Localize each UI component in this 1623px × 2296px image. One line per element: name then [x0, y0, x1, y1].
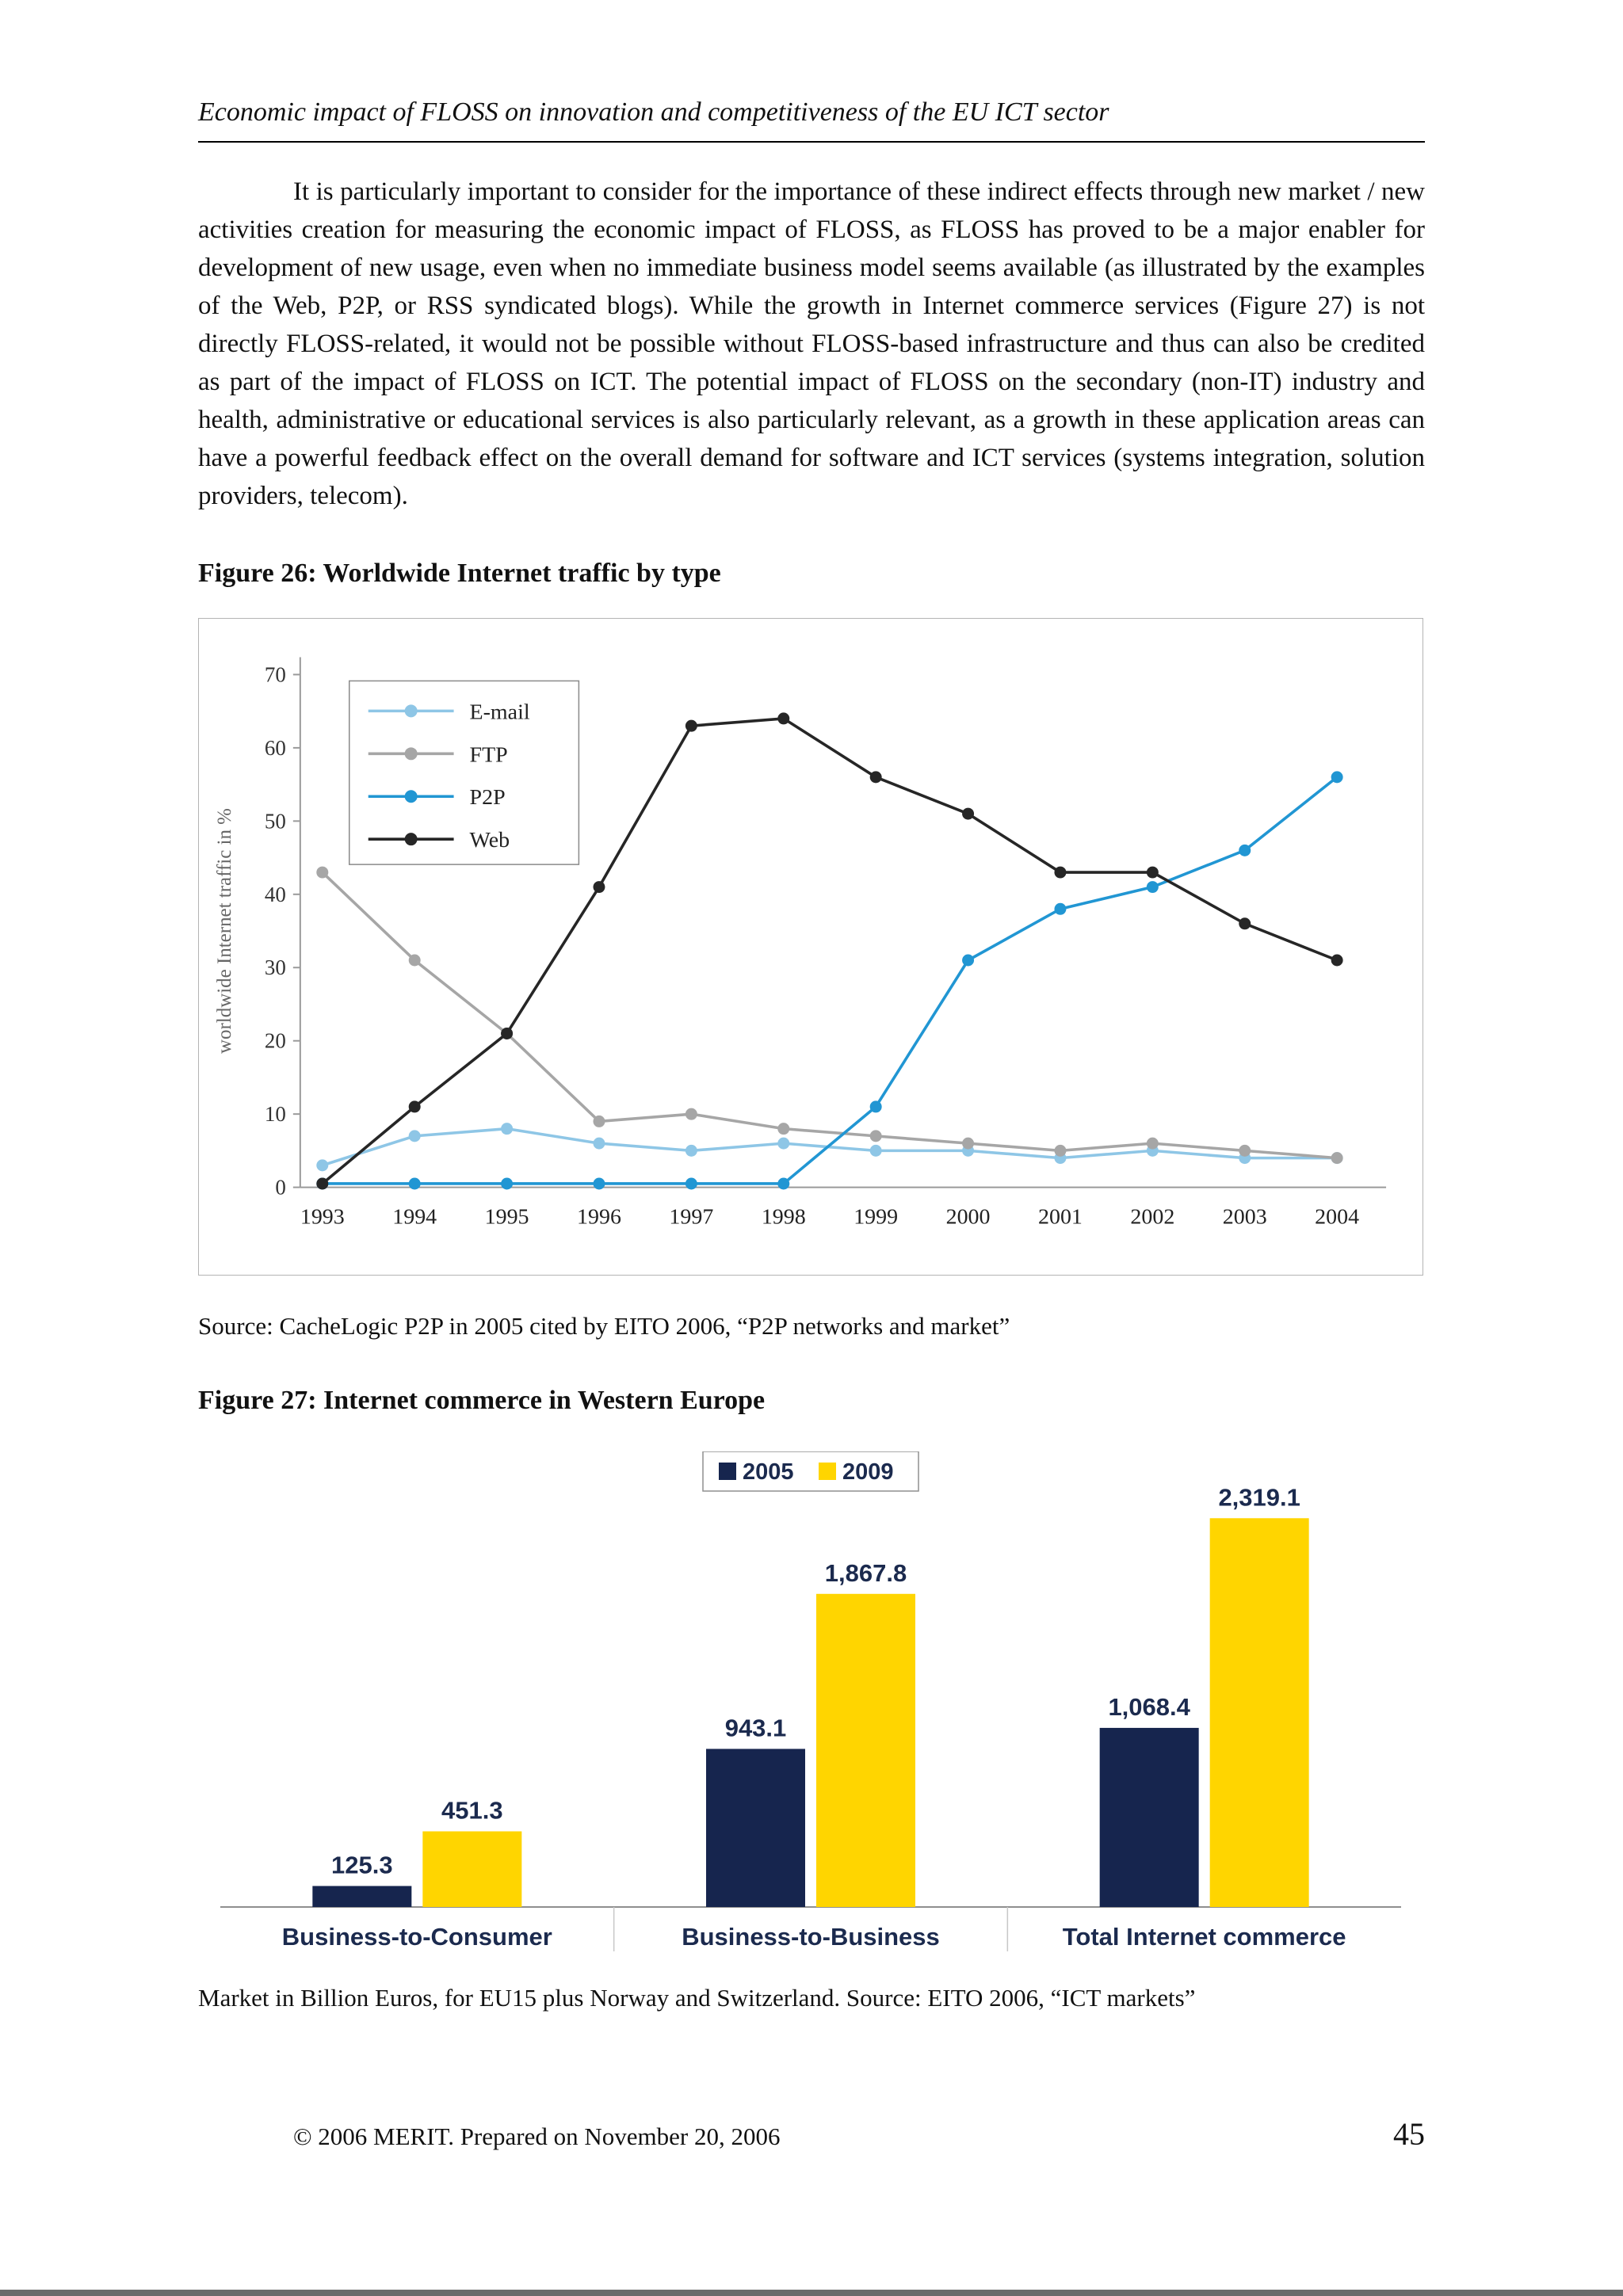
- svg-text:40: 40: [265, 883, 286, 906]
- svg-text:1,867.8: 1,867.8: [825, 1559, 907, 1587]
- svg-text:125.3: 125.3: [331, 1851, 393, 1878]
- svg-text:worldwide Internet traffic in: worldwide Internet traffic in %: [214, 808, 235, 1054]
- figure26-line-chart: 0 10 20 30 40 50 60 70 1993 1994 1995 1996 1997 1998 1…: [198, 618, 1423, 1276]
- svg-text:Business-to-Business: Business-to-Business: [682, 1923, 940, 1951]
- svg-text:2009: 2009: [842, 1459, 894, 1485]
- body-paragraph: It is particularly important to consider…: [198, 177, 1425, 510]
- svg-text:2000: 2000: [946, 1205, 991, 1230]
- page-number: 45: [1393, 2116, 1425, 2152]
- internet-traffic-chart: 0 10 20 30 40 50 60 70 1993 1994 1995 1996 1997 1998 1…: [214, 657, 1387, 1230]
- svg-text:2005: 2005: [743, 1459, 794, 1485]
- svg-text:20: 20: [265, 1029, 286, 1053]
- svg-text:1997: 1997: [669, 1205, 713, 1230]
- svg-text:451.3: 451.3: [441, 1797, 503, 1825]
- svg-text:1996: 1996: [577, 1205, 621, 1230]
- svg-text:P2P: P2P: [470, 785, 506, 810]
- figure27-caption: Market in Billion Euros, for EU15 plus N…: [198, 1984, 1196, 2012]
- svg-text:1993: 1993: [300, 1205, 345, 1230]
- svg-text:0: 0: [275, 1176, 285, 1199]
- internet-commerce-chart: 125.3 451.3 Business-to-Consumer 943.1 1,867…: [220, 1451, 1401, 1951]
- svg-text:2003: 2003: [1223, 1205, 1267, 1230]
- svg-text:FTP: FTP: [470, 742, 508, 767]
- svg-text:50: 50: [265, 809, 286, 833]
- svg-text:2001: 2001: [1038, 1205, 1083, 1230]
- footer-copyright: © 2006 MERIT. Prepared on November 20, 2…: [293, 2122, 781, 2150]
- svg-text:10: 10: [265, 1102, 286, 1126]
- svg-text:1995: 1995: [485, 1205, 529, 1230]
- svg-text:E-mail: E-mail: [470, 700, 530, 724]
- svg-text:Total Internet commerce: Total Internet commerce: [1063, 1923, 1346, 1951]
- figure26-title: Figure 26: Worldwide Internet traffic by…: [198, 559, 721, 588]
- page-footer: © 2006 MERIT. Prepared on November 20, 2…: [198, 2115, 1425, 2153]
- svg-text:2002: 2002: [1130, 1205, 1174, 1230]
- svg-text:1999: 1999: [854, 1205, 898, 1230]
- document-page: Economic impact of FLOSS on innovation a…: [198, 93, 1425, 2153]
- svg-text:Web: Web: [470, 828, 510, 852]
- svg-text:2004: 2004: [1315, 1205, 1359, 1230]
- svg-text:30: 30: [265, 955, 286, 979]
- svg-text:Business-to-Consumer: Business-to-Consumer: [282, 1923, 552, 1951]
- svg-text:70: 70: [265, 662, 286, 686]
- svg-text:943.1: 943.1: [725, 1714, 787, 1741]
- page-header-title: Economic impact of FLOSS on innovation a…: [198, 93, 1425, 143]
- scan-edge-strip: [0, 2290, 1623, 2296]
- figure26-source: Source: CacheLogic P2P in 2005 cited by …: [198, 1312, 1010, 1340]
- figure27-title: Figure 27: Internet commerce in Western …: [198, 1386, 766, 1415]
- svg-text:60: 60: [265, 736, 286, 760]
- svg-text:1,068.4: 1,068.4: [1108, 1693, 1190, 1721]
- svg-text:1998: 1998: [762, 1205, 806, 1230]
- svg-text:1994: 1994: [392, 1205, 437, 1230]
- svg-text:2,319.1: 2,319.1: [1218, 1483, 1300, 1511]
- figure27-bar-chart: 125.3 451.3 Business-to-Consumer 943.1 1,867…: [198, 1451, 1423, 1958]
